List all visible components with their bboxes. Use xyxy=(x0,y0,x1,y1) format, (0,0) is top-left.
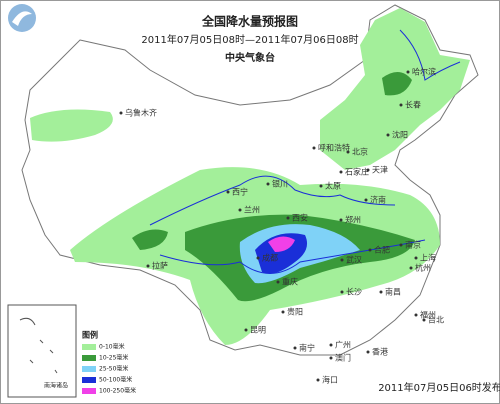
city-dot xyxy=(256,256,260,260)
city-label: 北京 xyxy=(352,147,368,157)
city-label: 太原 xyxy=(325,181,341,191)
legend-swatch xyxy=(82,355,96,361)
river xyxy=(159,239,426,274)
city-dot xyxy=(319,184,323,188)
city-label: 澳门 xyxy=(335,353,351,363)
city-dot xyxy=(146,264,150,268)
logo xyxy=(8,4,36,32)
logo-mark xyxy=(12,11,32,26)
rain-extreme xyxy=(268,236,295,252)
city-dot xyxy=(339,170,343,174)
city-dot xyxy=(422,318,426,322)
city-dot xyxy=(346,150,350,154)
city-dot xyxy=(238,208,242,212)
city-dot xyxy=(366,350,370,354)
legend-title: 图例 xyxy=(82,330,98,340)
city-dot xyxy=(329,356,333,360)
city-label: 乌鲁木齐 xyxy=(125,108,157,118)
city-label: 武汉 xyxy=(346,255,362,265)
city-dot xyxy=(276,280,280,284)
city-dot xyxy=(226,190,230,194)
city-label: 拉萨 xyxy=(152,261,168,271)
rain-zones xyxy=(30,8,470,345)
city-label: 昆明 xyxy=(250,326,266,335)
legend-label: 25-50毫米 xyxy=(99,365,128,373)
city-label: 合肥 xyxy=(374,245,390,255)
city-dot xyxy=(119,111,123,115)
legend-swatch xyxy=(82,366,96,372)
legend-swatch xyxy=(82,377,96,383)
city-label: 长沙 xyxy=(346,287,362,297)
legend-swatch xyxy=(82,344,96,350)
city-label: 济南 xyxy=(370,195,386,205)
city-dot xyxy=(340,290,344,294)
city-label: 呼和浩特 xyxy=(318,143,350,153)
legend-swatch xyxy=(82,388,96,394)
legend-label: 50-100毫米 xyxy=(99,376,132,384)
city-label: 石家庄 xyxy=(345,167,369,177)
city-label: 海口 xyxy=(322,375,338,385)
city-label: 哈尔滨 xyxy=(412,67,436,77)
city-dot xyxy=(340,258,344,262)
city-label: 杭州 xyxy=(415,263,431,273)
inset-islands xyxy=(19,317,58,374)
city-dot xyxy=(339,218,343,222)
city-label: 天津 xyxy=(372,165,388,175)
city-dot xyxy=(281,310,285,314)
city-dot xyxy=(286,216,290,220)
legend-label: 100-250毫米 xyxy=(99,387,136,395)
city-dot xyxy=(414,256,418,260)
city-dot xyxy=(366,168,370,172)
city-dot xyxy=(364,198,368,202)
city-dot xyxy=(399,103,403,107)
river xyxy=(149,175,396,226)
inset-box xyxy=(7,304,77,398)
city-label: 南京 xyxy=(405,240,421,250)
rain-storm xyxy=(255,233,308,274)
city-dot xyxy=(329,343,333,347)
city-label: 福州 xyxy=(420,311,436,320)
footer: 2011年07月05日06时发布 xyxy=(378,381,500,394)
issuer: 中央气象台 xyxy=(225,51,275,64)
city-dot xyxy=(406,70,410,74)
city-label: 台北 xyxy=(428,315,444,325)
city-label: 长春 xyxy=(405,100,421,110)
city-label: 郑州 xyxy=(345,215,361,225)
legend-label: 0-10毫米 xyxy=(99,343,125,351)
city-dot xyxy=(414,313,418,317)
city-label: 上海 xyxy=(420,253,436,263)
city-label: 西宁 xyxy=(232,187,248,197)
city-dot xyxy=(316,378,320,382)
legend-label: 10-25毫米 xyxy=(99,354,128,362)
city-label: 成都 xyxy=(262,253,278,263)
city-label: 贵阳 xyxy=(287,307,303,317)
rain-moderate xyxy=(382,71,412,96)
city-dot xyxy=(244,328,248,332)
city-dot xyxy=(266,182,270,186)
title: 全国降水量预报图 xyxy=(201,14,298,29)
river xyxy=(399,29,461,81)
city-dot xyxy=(399,243,403,247)
city-label: 广州 xyxy=(335,340,351,350)
city-label: 南宁 xyxy=(299,343,315,353)
city-label: 沈阳 xyxy=(392,130,408,140)
city-label: 西安 xyxy=(292,213,308,223)
city-label: 兰州 xyxy=(244,205,260,215)
inset-label: 南海诸岛 xyxy=(44,382,68,390)
city-dot xyxy=(379,290,383,294)
city-dot xyxy=(409,266,413,270)
rain-moderate xyxy=(132,229,168,250)
city-dot xyxy=(368,248,372,252)
rivers xyxy=(149,29,461,274)
city-dot xyxy=(293,346,297,350)
city-label: 银川 xyxy=(272,179,288,189)
rain-light xyxy=(30,109,113,142)
city-label: 重庆 xyxy=(282,277,298,287)
city-dot xyxy=(386,133,390,137)
city-dot xyxy=(312,146,316,150)
period: 2011年07月05日08时—2011年07月06日08时 xyxy=(141,33,358,46)
city-label: 香港 xyxy=(372,347,388,357)
city-label: 南昌 xyxy=(385,287,401,297)
